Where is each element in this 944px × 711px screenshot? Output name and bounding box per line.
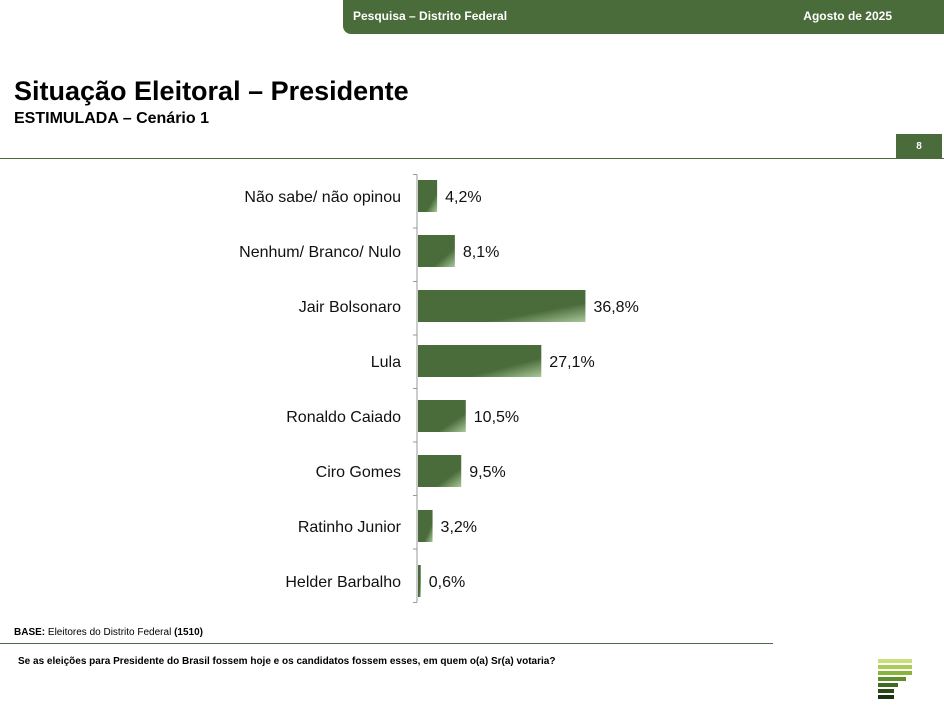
category-label: Ciro Gomes [316, 464, 401, 481]
category-label: Não sabe/ não opinou [244, 189, 401, 206]
page-title: Situação Eleitoral – Presidente [14, 76, 409, 106]
value-label: 27,1% [549, 354, 594, 371]
base-note: BASE: Eleitores do Distrito Federal (151… [14, 627, 203, 638]
header-date: Agosto de 2025 [803, 9, 892, 23]
value-label: 4,2% [445, 189, 481, 206]
page-subtitle: ESTIMULADA – Cenário 1 [14, 110, 209, 127]
chart-axis [413, 174, 418, 603]
bar-chart: Não sabe/ não opinou 4,2% Nenhum/ Branco/ … [239, 174, 639, 603]
value-label: 10,5% [474, 409, 519, 426]
header-bar: Pesquisa – Distrito Federal Agosto de 20… [343, 0, 944, 34]
category-label: Nenhum/ Branco/ Nulo [239, 244, 401, 261]
value-label: 36,8% [593, 299, 638, 316]
bar [418, 455, 462, 487]
value-label: 9,5% [469, 464, 505, 481]
base-prefix: BASE: [14, 627, 46, 638]
stacked-bars-logo-icon [878, 659, 912, 699]
header-survey-name: Pesquisa – Distrito Federal [353, 9, 508, 23]
bar [418, 290, 586, 322]
bar [418, 180, 438, 212]
category-label: Ronaldo Caiado [286, 409, 401, 426]
category-label: Jair Bolsonaro [299, 299, 401, 316]
category-label: Lula [371, 354, 401, 371]
value-label: 3,2% [441, 519, 477, 536]
bar [418, 565, 421, 597]
bar [418, 235, 455, 267]
bar [418, 345, 542, 377]
value-label: 8,1% [463, 244, 499, 261]
bar [418, 510, 433, 542]
category-label: Helder Barbalho [285, 574, 401, 591]
base-count: (1510) [174, 627, 203, 638]
bar [418, 400, 466, 432]
category-label: Ratinho Junior [298, 519, 402, 536]
top-divider [0, 158, 944, 159]
survey-question: Se as eleições para Presidente do Brasil… [18, 656, 556, 667]
bottom-divider [0, 643, 773, 644]
base-text: Eleitores do Distrito Federal [45, 627, 175, 638]
page-number: 8 [896, 134, 942, 158]
value-label: 0,6% [429, 574, 465, 591]
